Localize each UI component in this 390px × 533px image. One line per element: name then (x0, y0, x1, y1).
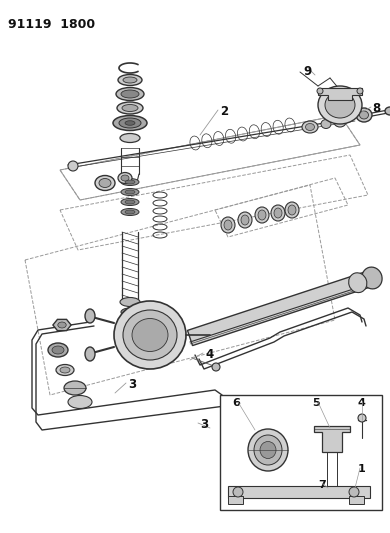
Ellipse shape (221, 217, 235, 233)
Ellipse shape (318, 86, 362, 124)
Bar (349, 496, 364, 504)
Circle shape (317, 88, 323, 94)
Ellipse shape (305, 124, 314, 131)
Text: 4: 4 (205, 348, 213, 361)
Ellipse shape (114, 301, 186, 369)
Ellipse shape (119, 118, 141, 128)
Ellipse shape (99, 179, 111, 188)
Ellipse shape (334, 117, 346, 127)
Ellipse shape (121, 189, 139, 196)
Text: 3: 3 (200, 418, 208, 431)
Circle shape (357, 88, 363, 94)
Ellipse shape (258, 210, 266, 220)
Bar (228, 496, 243, 504)
Ellipse shape (121, 179, 139, 185)
Ellipse shape (85, 347, 95, 361)
Polygon shape (53, 319, 71, 330)
Ellipse shape (125, 180, 135, 184)
Text: 6: 6 (232, 398, 240, 408)
Ellipse shape (118, 173, 132, 183)
Text: 1: 1 (358, 464, 366, 474)
Ellipse shape (121, 175, 129, 181)
Polygon shape (314, 426, 350, 452)
Text: 5: 5 (312, 398, 320, 408)
Text: 91119  1800: 91119 1800 (8, 18, 95, 31)
Text: 7: 7 (318, 480, 326, 490)
Ellipse shape (132, 319, 168, 351)
Ellipse shape (260, 441, 276, 458)
Text: 4: 4 (358, 398, 366, 408)
Circle shape (68, 161, 78, 171)
Ellipse shape (120, 297, 140, 306)
Text: 8: 8 (372, 102, 380, 115)
Ellipse shape (116, 87, 144, 101)
Ellipse shape (271, 205, 285, 221)
Ellipse shape (60, 367, 70, 373)
Ellipse shape (121, 208, 139, 215)
Ellipse shape (385, 107, 390, 115)
Ellipse shape (56, 365, 74, 376)
Ellipse shape (48, 343, 68, 357)
Circle shape (349, 487, 359, 497)
Text: 2: 2 (220, 105, 228, 118)
Ellipse shape (356, 108, 372, 122)
Ellipse shape (274, 208, 282, 218)
Ellipse shape (255, 207, 269, 223)
Ellipse shape (117, 102, 143, 114)
Ellipse shape (224, 220, 232, 230)
Ellipse shape (113, 116, 147, 131)
Ellipse shape (238, 212, 252, 228)
Ellipse shape (121, 90, 139, 98)
Circle shape (212, 363, 220, 371)
Ellipse shape (52, 346, 64, 354)
Ellipse shape (325, 92, 355, 118)
Ellipse shape (241, 215, 249, 225)
Ellipse shape (254, 435, 282, 465)
Ellipse shape (349, 273, 367, 293)
Ellipse shape (288, 205, 296, 215)
Polygon shape (188, 270, 374, 345)
Ellipse shape (95, 175, 115, 190)
Ellipse shape (68, 395, 92, 408)
Ellipse shape (85, 309, 95, 323)
Ellipse shape (125, 200, 135, 204)
Ellipse shape (321, 119, 331, 128)
Ellipse shape (121, 198, 139, 206)
Ellipse shape (123, 77, 137, 83)
Ellipse shape (125, 121, 135, 125)
Text: 9: 9 (303, 65, 311, 78)
Circle shape (358, 414, 366, 422)
Ellipse shape (123, 310, 177, 360)
Bar (220, 395, 382, 510)
Circle shape (233, 487, 243, 497)
Ellipse shape (248, 429, 288, 471)
Text: 3: 3 (128, 378, 136, 391)
Polygon shape (318, 88, 362, 100)
Ellipse shape (302, 121, 318, 133)
Ellipse shape (285, 202, 299, 218)
Ellipse shape (125, 190, 135, 194)
Ellipse shape (64, 381, 86, 395)
Ellipse shape (58, 322, 66, 328)
Ellipse shape (118, 75, 142, 85)
Ellipse shape (360, 111, 369, 119)
Ellipse shape (121, 308, 139, 316)
Ellipse shape (120, 133, 140, 142)
Ellipse shape (122, 104, 138, 111)
Ellipse shape (125, 210, 135, 214)
Ellipse shape (362, 267, 382, 289)
Bar (228, 486, 370, 498)
